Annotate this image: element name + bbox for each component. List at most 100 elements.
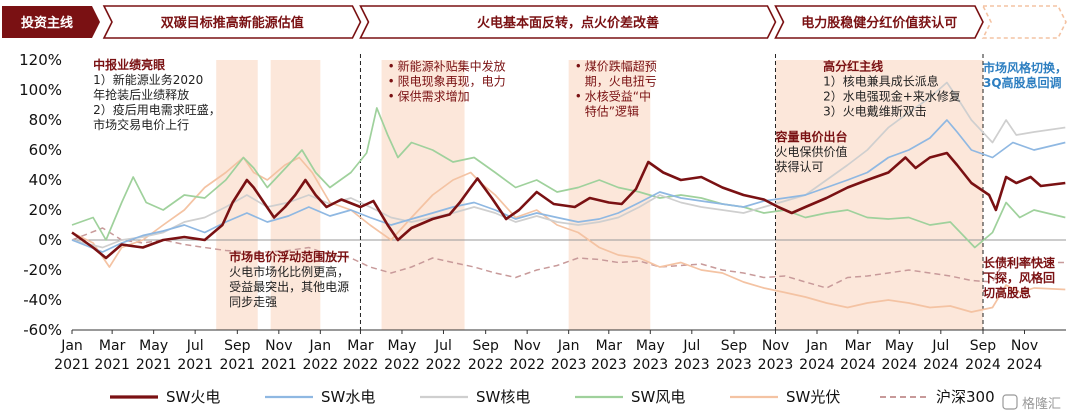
annotation-bullet: • — [575, 60, 582, 74]
x-tick-year: 2022 — [303, 357, 339, 373]
x-tick-label: Jul — [434, 338, 452, 354]
header-label: 投资主线 — [21, 15, 73, 31]
annotation-bullet: • — [388, 90, 395, 104]
series-line-SW水电 — [71, 119, 1066, 253]
x-tick-label: May — [885, 338, 914, 354]
y-tick-label: 60% — [29, 141, 62, 159]
annotation-text: 1）新能源业务2020 — [93, 72, 203, 87]
annotation-bullet: • — [575, 90, 582, 104]
series-line-SW风电 — [71, 107, 1066, 249]
x-tick-label: May — [636, 338, 665, 354]
x-tick-year: 2024 — [1007, 357, 1043, 373]
x-tick-label: Sep — [472, 338, 499, 354]
legend-label: SW火电 — [166, 388, 220, 406]
y-tick-label: 40% — [29, 171, 62, 189]
x-tick-label: Jan — [60, 338, 83, 354]
watermark: 格隆汇 — [1002, 394, 1061, 412]
x-tick-label: Sep — [721, 338, 748, 354]
x-tick-label: Mar — [347, 338, 374, 354]
axes: 120%100%80%60%40%20%0%-20%-40%-60%Jan202… — [19, 51, 1066, 373]
annotation-text: 下探，风格回 — [983, 270, 1055, 285]
x-tick-year: 2024 — [965, 357, 1001, 373]
x-tick-label: Sep — [970, 338, 997, 354]
shaded-period — [775, 60, 983, 330]
series-line-SW光伏 — [71, 156, 1066, 313]
x-tick-label: Jan — [557, 338, 580, 354]
x-tick-year: 2021 — [177, 357, 213, 373]
annotation-text: 2）水电强现金+来水修复 — [823, 89, 961, 104]
annotation-text: 同步走强 — [229, 295, 277, 309]
x-tick-label: Mar — [845, 338, 872, 354]
header-phase — [102, 5, 362, 39]
legend-label: SW核电 — [476, 388, 530, 406]
header-phase-text: 电力股稳健分红价值获认可 — [801, 15, 957, 31]
x-tick-year: 2021 — [220, 357, 256, 373]
shaded-period — [381, 60, 465, 330]
header-phase-text: 火电基本面反转，点火价差改善 — [477, 15, 659, 31]
header-phase — [981, 5, 1067, 39]
annotation-text: 特估”逻辑 — [585, 104, 639, 119]
legend-label: SW水电 — [321, 388, 375, 406]
x-tick-label: Mar — [99, 338, 126, 354]
x-tick-label: May — [139, 338, 168, 354]
x-tick-label: May — [387, 338, 416, 354]
x-tick-label: Sep — [224, 338, 251, 354]
x-tick-year: 2023 — [632, 357, 668, 373]
x-tick-year: 2021 — [261, 357, 297, 373]
x-tick-label: Nov — [265, 338, 292, 354]
legend-label: 沪深300 — [936, 388, 995, 406]
annotation-text: 火电市场化比例更高， — [229, 264, 349, 279]
header-label-box — [2, 6, 100, 38]
x-tick-label: Jul — [931, 338, 949, 354]
watermark-logo-icon — [1002, 394, 1018, 410]
annotations: 中报业绩亮眼1）新能源业务2020年抢装后业绩释放2）疫后用电需求旺盛，市场交易… — [93, 57, 1067, 309]
x-tick-label: Jan — [309, 338, 332, 354]
x-tick-label: Nov — [513, 338, 540, 354]
x-tick-year: 2022 — [426, 357, 462, 373]
x-tick-year: 2023 — [716, 357, 752, 373]
annotation-text: 2）疫后用电需求旺盛， — [93, 102, 221, 117]
y-tick-label: 20% — [29, 201, 62, 219]
annotation-text: 容量电价出台 — [774, 129, 847, 144]
annotation-text: 市场风格切换， — [983, 60, 1067, 75]
x-tick-year: 2022 — [343, 357, 379, 373]
y-tick-label: 80% — [29, 111, 62, 129]
y-tick-label: 0% — [38, 231, 62, 249]
x-tick-year: 2022 — [468, 357, 504, 373]
series-lines — [71, 81, 1066, 313]
annotation-text: 3）火电戴维斯双击 — [823, 104, 927, 119]
x-tick-year: 2021 — [54, 357, 90, 373]
x-tick-year: 2022 — [509, 357, 545, 373]
x-tick-label: Jan — [805, 338, 828, 354]
x-tick-label: Nov — [1011, 338, 1038, 354]
x-tick-year: 2023 — [758, 357, 794, 373]
x-tick-year: 2024 — [840, 357, 876, 373]
x-tick-year: 2023 — [551, 357, 587, 373]
annotation-text: 高分红主线 — [823, 59, 883, 74]
x-tick-year: 2021 — [136, 357, 172, 373]
annotation-text: 市场电价浮动范围放开 — [229, 249, 349, 264]
annotation-text: 受益最突出，其他电源 — [229, 279, 349, 294]
annotation-text: 新能源补贴集中发放 — [398, 59, 506, 74]
x-tick-label: Jul — [186, 338, 204, 354]
x-tick-year: 2021 — [94, 357, 130, 373]
annotation-text: 水核受益“中 — [585, 89, 651, 104]
y-tick-label: 120% — [19, 51, 62, 69]
x-tick-label: Jul — [682, 338, 700, 354]
annotation-text: 保供需求增加 — [398, 90, 470, 104]
x-tick-year: 2023 — [674, 357, 710, 373]
x-tick-year: 2023 — [591, 357, 627, 373]
annotation-text: 长债利率快速 — [983, 255, 1055, 270]
header-phase — [774, 5, 984, 39]
annotation-text: 煤价跌幅超预 — [585, 59, 657, 74]
series-line-SW核电 — [71, 81, 1066, 249]
series-line-沪深300 — [71, 227, 1066, 289]
header-phase — [359, 5, 777, 39]
series-line-SW火电 — [71, 151, 1066, 260]
annotation-text: 切高股息 — [983, 285, 1031, 300]
annotation-text: 中报业绩亮眼 — [93, 57, 165, 72]
legend-label: SW光伏 — [786, 388, 840, 406]
annotation-text: 限电现象再现，电力 — [398, 75, 506, 89]
annotation-text: 1）核电兼具成长派息 — [823, 74, 939, 89]
